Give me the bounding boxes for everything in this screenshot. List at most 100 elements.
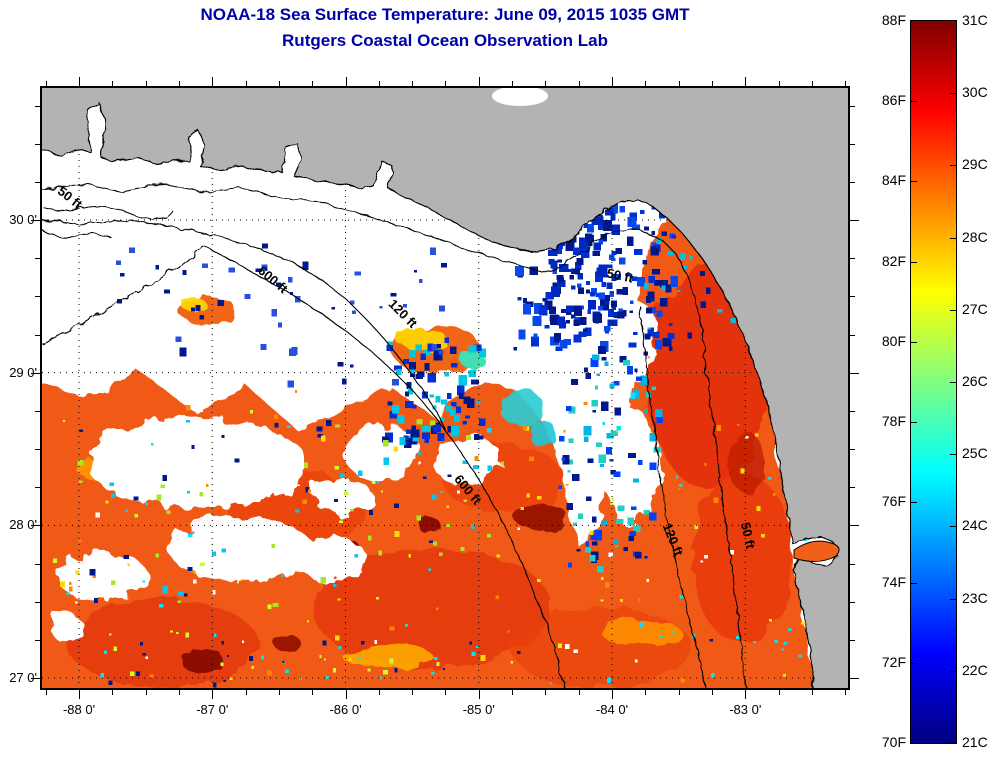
x-tick bbox=[378, 81, 380, 88]
speckle-pixel bbox=[386, 345, 393, 351]
speckle-pixel bbox=[542, 298, 548, 302]
speckle-pixel bbox=[431, 344, 438, 351]
speckle-pixel bbox=[188, 534, 193, 537]
speckle-pixel bbox=[421, 425, 431, 432]
speckle-pixel bbox=[128, 247, 135, 254]
speckle-pixel bbox=[162, 475, 167, 481]
speckle-pixel bbox=[629, 310, 634, 313]
colorbar-label-fahrenheit: 82F bbox=[881, 252, 906, 269]
speckle-pixel bbox=[417, 452, 422, 455]
speckle-pixel bbox=[273, 414, 279, 419]
speckle-pixel bbox=[474, 434, 480, 441]
speckle-pixel bbox=[261, 264, 268, 271]
speckle-pixel bbox=[348, 658, 352, 662]
speckle-pixel bbox=[213, 633, 217, 637]
speckle-pixel bbox=[553, 244, 563, 255]
speckle-pixel bbox=[798, 654, 803, 658]
speckle-pixel bbox=[317, 433, 323, 438]
speckle-pixel bbox=[408, 553, 411, 558]
speckle-pixel bbox=[590, 534, 598, 540]
speckle-pixel bbox=[557, 316, 565, 326]
speckle-pixel bbox=[145, 502, 149, 505]
speckle-pixel bbox=[95, 512, 101, 518]
speckle-pixel bbox=[319, 655, 322, 658]
speckle-pixel bbox=[649, 433, 656, 442]
speckle-pixel bbox=[644, 333, 651, 340]
speckle-pixel bbox=[633, 389, 640, 399]
x-tick bbox=[445, 688, 447, 695]
speckle-pixel bbox=[585, 547, 592, 553]
sst-map-graphic bbox=[42, 88, 848, 688]
speckle-pixel bbox=[672, 631, 675, 634]
colorbar-label-fahrenheit: 84F bbox=[881, 172, 906, 189]
speckle-pixel bbox=[427, 373, 436, 383]
speckle-pixel bbox=[111, 580, 116, 586]
speckle-pixel bbox=[651, 386, 656, 390]
speckle-pixel bbox=[592, 354, 600, 361]
x-tick bbox=[212, 77, 214, 88]
speckle-pixel bbox=[428, 568, 432, 571]
x-tick bbox=[478, 77, 480, 88]
x-tick-label: -88 0' bbox=[62, 702, 96, 717]
x-tick-label: -83 0' bbox=[729, 702, 762, 717]
speckle-pixel bbox=[287, 380, 295, 388]
speckle-pixel bbox=[613, 539, 619, 544]
speckle-pixel bbox=[195, 305, 201, 312]
speckle-pixel bbox=[628, 342, 637, 348]
speckle-pixel bbox=[78, 480, 83, 483]
x-tick-label: -84 0' bbox=[595, 702, 629, 717]
speckle-pixel bbox=[403, 435, 409, 441]
speckle-pixel bbox=[360, 641, 365, 645]
speckle-pixel bbox=[634, 551, 642, 559]
speckle-pixel bbox=[557, 643, 562, 648]
speckle-pixel bbox=[202, 263, 209, 268]
speckle-pixel bbox=[226, 655, 230, 657]
speckle-pixel bbox=[123, 555, 129, 560]
speckle-pixel bbox=[661, 285, 666, 291]
speckle-pixel bbox=[668, 346, 673, 351]
speckle-pixel bbox=[563, 430, 566, 433]
speckle-pixel bbox=[442, 668, 446, 671]
speckle-pixel bbox=[407, 388, 414, 395]
speckle-pixel bbox=[558, 277, 564, 283]
speckle-pixel bbox=[672, 235, 677, 239]
speckle-pixel bbox=[709, 639, 713, 642]
colorbar-tick-f bbox=[911, 181, 917, 183]
y-tick-label: 30 0' bbox=[9, 212, 37, 227]
colorbar-label-fahrenheit: 70F bbox=[881, 734, 906, 750]
speckle-pixel bbox=[340, 546, 345, 552]
speckle-pixel bbox=[655, 340, 662, 350]
speckle-pixel bbox=[357, 656, 361, 660]
speckle-pixel bbox=[294, 296, 301, 303]
speckle-pixel bbox=[656, 310, 663, 317]
speckle-pixel bbox=[272, 602, 279, 608]
x-tick bbox=[45, 688, 47, 695]
speckle-pixel bbox=[783, 641, 787, 645]
speckle-pixel bbox=[60, 581, 65, 587]
speckle-pixel bbox=[155, 265, 159, 270]
speckle-pixel bbox=[654, 332, 660, 339]
speckle-pixel bbox=[623, 359, 631, 366]
speckle-pixel bbox=[645, 307, 653, 314]
speckle-pixel bbox=[375, 597, 380, 600]
speckle-pixel bbox=[473, 464, 479, 469]
speckle-pixel bbox=[600, 599, 604, 602]
speckle-pixel bbox=[533, 333, 538, 338]
speckle-pixel bbox=[615, 544, 619, 548]
x-tick bbox=[545, 688, 547, 695]
speckle-pixel bbox=[605, 294, 610, 301]
speckle-pixel bbox=[166, 510, 171, 515]
speckle-pixel bbox=[594, 529, 603, 541]
x-tick-label: -86 0' bbox=[329, 702, 362, 717]
speckle-pixel bbox=[395, 369, 402, 376]
speckle-pixel bbox=[756, 506, 761, 512]
speckle-pixel bbox=[383, 670, 389, 675]
speckle-pixel bbox=[389, 410, 397, 419]
speckle-pixel bbox=[320, 576, 327, 584]
speckle-pixel bbox=[604, 299, 610, 305]
speckle-pixel bbox=[576, 283, 582, 288]
speckle-pixel bbox=[627, 366, 634, 375]
speckle-pixel bbox=[636, 376, 642, 381]
speckle-pixel bbox=[100, 672, 105, 679]
speckle-pixel bbox=[640, 375, 648, 385]
